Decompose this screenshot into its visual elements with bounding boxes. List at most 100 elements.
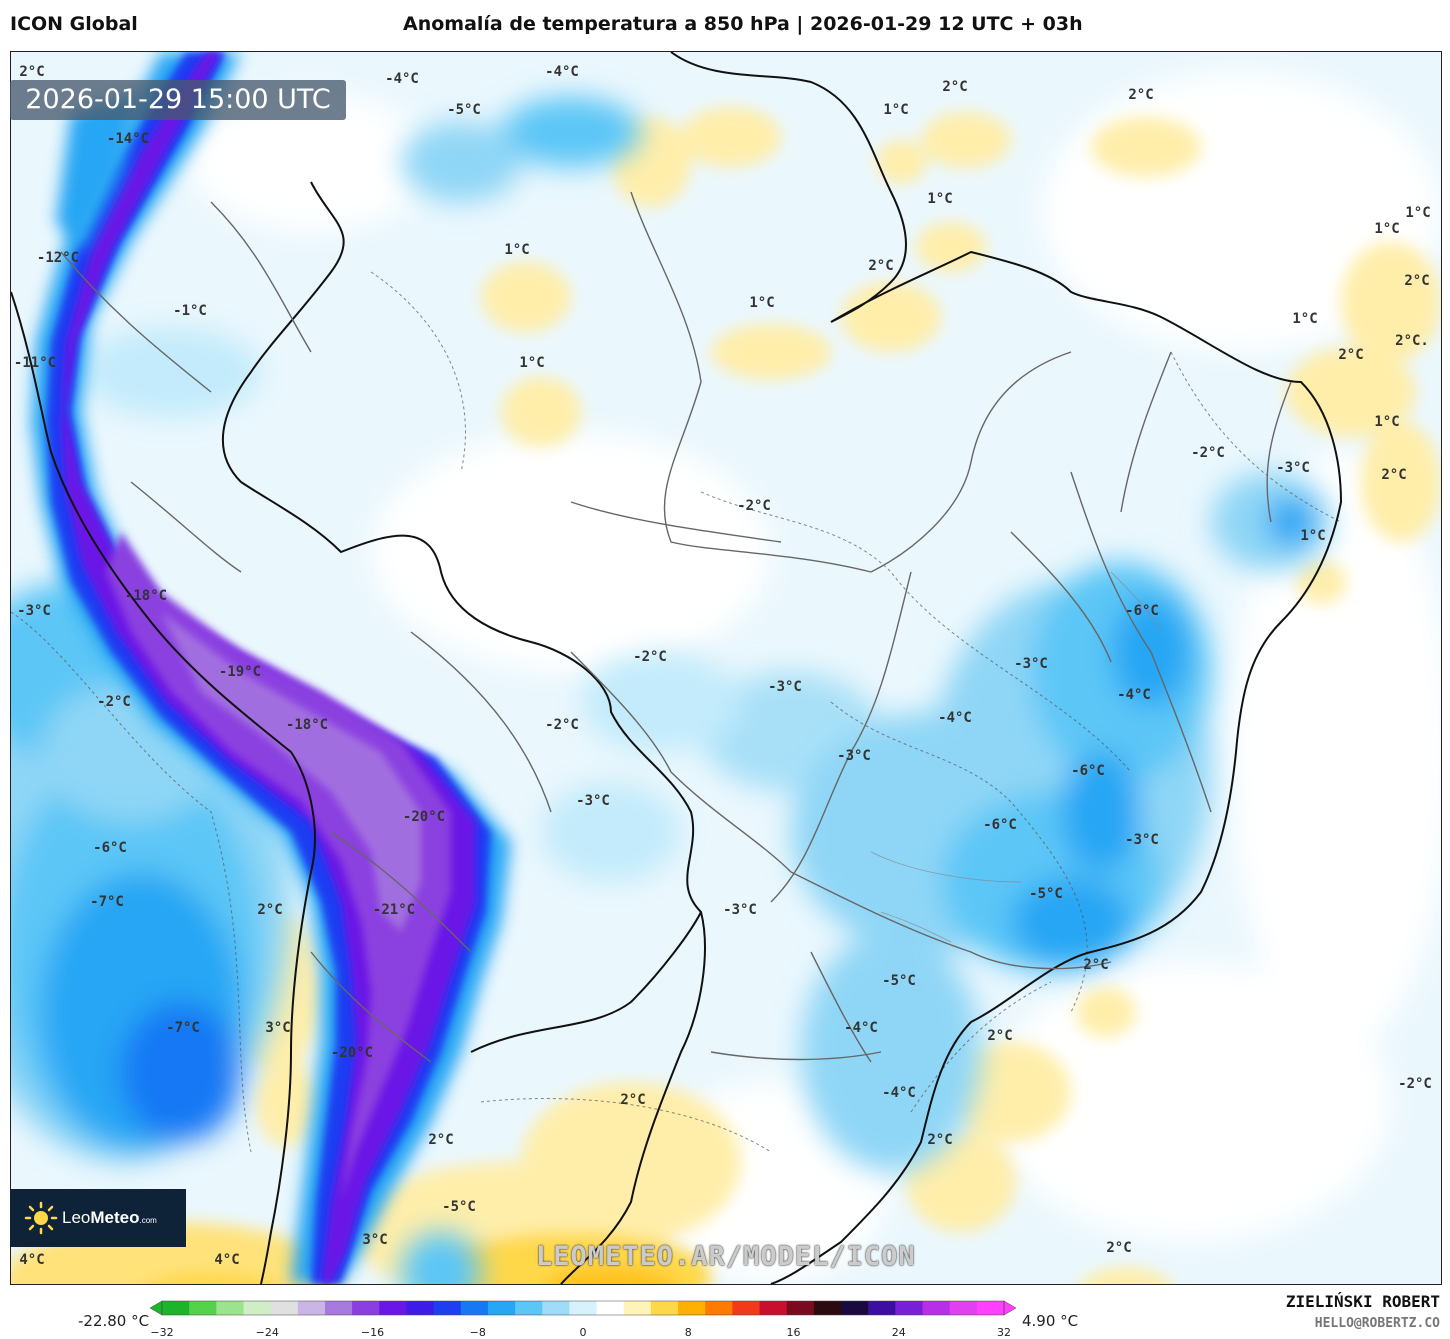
temperature-label: -2°C <box>737 498 771 514</box>
colorbar-tick-label: 8 <box>684 1326 692 1339</box>
temperature-label: -4°C <box>938 710 972 726</box>
colorbar-cell <box>922 1301 951 1315</box>
colorbar-cell <box>732 1301 761 1315</box>
temperature-label: 2°C <box>428 1132 454 1148</box>
chart-title: Anomalía de temperatura a 850 hPa | 2026… <box>403 13 1083 35</box>
temperature-label: 1°C <box>504 242 530 258</box>
temperature-label: 1°C <box>1300 528 1326 544</box>
temperature-label: 2°C <box>1128 87 1154 103</box>
author-email[interactable]: HELLO@ROBERTZ.CO <box>1314 1316 1440 1331</box>
temperature-label: 1°C <box>1405 205 1431 221</box>
colorbar-tick-label: −16 <box>360 1326 385 1339</box>
temperature-label: -4°C <box>844 1020 878 1036</box>
temperature-label: -11°C <box>13 355 57 371</box>
temperature-label: -7°C <box>166 1020 200 1036</box>
temperature-label: -6°C <box>1125 603 1159 619</box>
colorbar-cell <box>705 1301 733 1315</box>
temperature-label: 2°C <box>927 1132 953 1148</box>
temperature-label: 1°C <box>1374 221 1400 237</box>
river-details <box>870 571 1162 943</box>
colorbar-cell <box>460 1301 489 1315</box>
colorbar-cell <box>406 1301 435 1315</box>
colorbar-cell <box>813 1301 842 1315</box>
temperature-label: -2°C <box>97 694 131 710</box>
temperature-label: -2°C <box>1191 445 1225 461</box>
temperature-label: -5°C <box>1029 886 1063 902</box>
temperature-label: -3°C <box>1125 832 1159 848</box>
model-name: ICON Global <box>10 13 138 35</box>
temperature-label: 2°C <box>987 1028 1013 1044</box>
temperature-label: 2°C <box>1106 1240 1132 1256</box>
state-borders <box>60 191 1292 1063</box>
colorbar-cell <box>596 1301 625 1315</box>
temperature-label: -5°C <box>882 973 916 989</box>
temperature-label: -20°C <box>402 809 446 825</box>
temperature-label: -5°C <box>447 102 481 118</box>
colorbar-cell <box>243 1301 272 1315</box>
site-watermark: LEOMETEO.AR/MODEL/ICON <box>536 1241 916 1272</box>
temperature-label: 2°C <box>1083 957 1109 973</box>
temperature-label: -7°C <box>90 894 124 910</box>
sun-icon <box>24 1201 58 1235</box>
colorbar-cell <box>270 1301 299 1315</box>
colorbar-cell <box>650 1301 679 1315</box>
valid-time-badge: 2026-01-29 15:00 UTC <box>10 80 346 120</box>
temperature-label: 1°C <box>1374 414 1400 430</box>
colorbar-cell <box>216 1301 244 1315</box>
colorbar-gradient <box>150 1300 1016 1316</box>
colorbar: -22.80 °C −32 −24 −16 −8 0 8 16 24 32 4.90 °C <box>0 1290 1450 1339</box>
colorbar-max-label: 4.90 °C <box>1022 1312 1079 1330</box>
temperature-label: -19°C <box>218 664 262 680</box>
temperature-label: 2°C <box>942 79 968 95</box>
temperature-label: -3°C <box>768 679 802 695</box>
temperature-label: 2°C <box>1404 273 1430 289</box>
temperature-label: 2°C <box>868 258 894 274</box>
temperature-label: -5°C <box>442 1199 476 1215</box>
temperature-label: -2°C <box>1398 1076 1432 1092</box>
temperature-label: -2°C <box>545 717 579 733</box>
colorbar-cell <box>297 1301 326 1315</box>
temperature-label: 2°C <box>620 1092 646 1108</box>
colorbar-cell <box>487 1301 516 1315</box>
colorbar-cell <box>162 1301 190 1315</box>
temperature-label: -6°C <box>93 840 127 856</box>
colorbar-cell <box>569 1301 598 1315</box>
temperature-label: 3°C <box>362 1232 388 1248</box>
colorbar-tick-label: 32 <box>997 1326 1011 1339</box>
temperature-label: -20°C <box>330 1045 374 1061</box>
temperature-label: -2°C <box>633 649 667 665</box>
andes-cold-band <box>31 52 511 1284</box>
temperature-label: -4°C <box>1117 687 1151 703</box>
colorbar-cell <box>433 1301 462 1315</box>
temperature-label: 1°C <box>519 355 545 371</box>
temperature-label: 1°C <box>749 295 775 311</box>
colorbar-outline <box>161 1300 1005 1316</box>
logo-text: LeoMeteo.com <box>62 1208 157 1227</box>
temperature-label: -3°C <box>17 603 51 619</box>
colorbar-cell <box>379 1301 407 1315</box>
colorbar-cell <box>678 1301 706 1315</box>
temperature-label: -6°C <box>1071 763 1105 779</box>
temperature-label: -3°C <box>723 902 757 918</box>
temperature-label: -4°C <box>882 1085 916 1101</box>
temperature-label: -3°C <box>1276 460 1310 476</box>
colorbar-cell <box>352 1301 380 1315</box>
colorbar-tick-label: −8 <box>469 1326 486 1339</box>
colorbar-cell <box>759 1301 788 1315</box>
anomaly-map[interactable] <box>10 51 1442 1285</box>
country-borders <box>11 52 1343 1284</box>
colorbar-cell <box>895 1301 924 1315</box>
leometeo-logo[interactable]: LeoMeteo.com <box>10 1189 186 1247</box>
temperature-label: -1°C <box>173 303 207 319</box>
temperature-label: 2°C <box>1381 467 1407 483</box>
temperature-label: -14°C <box>106 131 150 147</box>
colorbar-cell <box>515 1301 543 1315</box>
brazil-western-border <box>221 181 706 1284</box>
colorbar-cell <box>189 1301 217 1315</box>
temperature-label: -3°C <box>576 793 610 809</box>
andes-coastline <box>11 291 316 1284</box>
colorbar-tick-label: −24 <box>255 1326 279 1339</box>
colorbar-cell <box>542 1301 570 1315</box>
colorbar-tick-label: 24 <box>891 1326 906 1339</box>
temperature-label: -12°C <box>36 250 80 266</box>
